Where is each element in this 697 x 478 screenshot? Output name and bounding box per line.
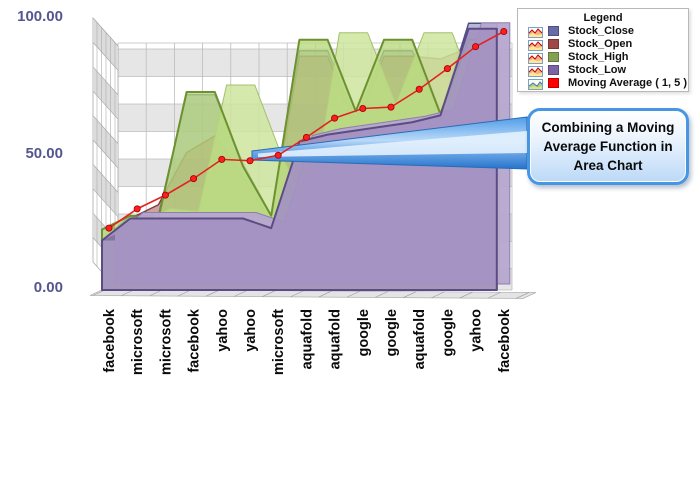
moving-average-point xyxy=(387,103,395,111)
x-axis-labels: facebook microsoft microsoft facebook yahoo y… xyxy=(102,308,513,375)
legend-rows: Stock_Close Stock_Open Stock_High Stock_Low… xyxy=(518,24,688,90)
moving-average-point xyxy=(415,85,423,93)
x-category-label: facebook xyxy=(187,308,203,373)
moving-average-point xyxy=(161,191,169,199)
floor-tick xyxy=(290,290,304,298)
moving-average-point xyxy=(190,175,198,183)
moving-average-point xyxy=(133,205,141,213)
floor-tick xyxy=(487,291,501,299)
beam-highlight xyxy=(258,131,527,157)
moving-average-line xyxy=(105,27,508,232)
moving-average-point xyxy=(302,133,310,141)
floor-tick xyxy=(374,291,389,298)
x-category-label: google xyxy=(384,309,400,357)
x-category-label: yahoo xyxy=(243,309,259,352)
area-chart-icon xyxy=(528,38,543,51)
floor-tick xyxy=(403,291,417,298)
area-chart-icon xyxy=(528,25,543,38)
floor-tick xyxy=(459,291,473,299)
y-tick-label: 100.00 xyxy=(17,8,63,25)
x-category-label: yahoo xyxy=(215,309,231,352)
legend-item-label: Stock_Open xyxy=(568,37,633,50)
legend-swatch xyxy=(548,77,559,88)
left-wall-band xyxy=(93,164,118,217)
annotation-text: Combining a Moving Average Function in A… xyxy=(541,120,675,173)
area-left-bevel xyxy=(102,234,115,241)
legend-item: Stock_Close xyxy=(518,24,688,38)
x-category-label: microsoft xyxy=(271,309,287,375)
moving-average-point xyxy=(246,157,254,165)
moving-average-point xyxy=(331,114,339,122)
moving-average-point xyxy=(274,151,282,159)
moving-average-point xyxy=(218,155,226,163)
legend-item: Moving Average ( 1, 5 ) xyxy=(518,76,688,90)
area-chart-icon xyxy=(528,51,543,64)
legend-item-label: Stock_Close xyxy=(568,24,635,37)
y-tick-label: 50.00 xyxy=(25,145,63,162)
floor-tick xyxy=(262,290,276,297)
x-category-label: microsoft xyxy=(158,309,174,375)
floor-tick xyxy=(233,290,248,297)
legend-item: Stock_Low xyxy=(518,63,688,77)
x-category-label: aquafold xyxy=(328,309,344,369)
floor xyxy=(89,289,537,299)
legend-item: Stock_Open xyxy=(518,37,688,51)
floor-tick xyxy=(431,291,445,299)
left-wall-band xyxy=(93,66,118,120)
floor-tick xyxy=(515,292,530,299)
x-category-label: microsoft xyxy=(130,309,146,375)
legend-item-label: Moving Average ( 1, 5 ) xyxy=(568,76,687,89)
legend-item-label: Stock_Low xyxy=(568,63,627,76)
x-category-label: aquafold xyxy=(412,309,428,369)
y-axis-labels: 100.00 50.00 0.00 xyxy=(17,8,63,296)
legend-swatch xyxy=(548,64,559,75)
annotation-callout: Combining a Moving Average Function in A… xyxy=(527,108,689,185)
floor-tick xyxy=(318,290,332,298)
y-tick-label: 0.00 xyxy=(34,279,63,296)
legend: Legend Stock_Close Stock_Open Stock_High St… xyxy=(517,8,689,92)
left-wall-band xyxy=(93,115,118,168)
legend-swatch xyxy=(548,38,559,49)
x-category-label: aquafold xyxy=(299,309,315,369)
x-category-label: google xyxy=(356,309,372,357)
legend-title: Legend xyxy=(583,12,623,24)
floor-tick xyxy=(346,291,360,298)
moving-average-point xyxy=(105,224,113,232)
moving-average-point xyxy=(359,105,367,113)
floor-tick xyxy=(205,290,219,297)
legend-swatch xyxy=(548,25,559,36)
moving-average-icon xyxy=(528,77,543,90)
area-chart-icon xyxy=(528,64,543,77)
moving-average-point xyxy=(443,65,451,73)
x-category-label: facebook xyxy=(102,308,118,373)
floor-tick xyxy=(177,289,191,297)
moving-average-point xyxy=(500,27,508,35)
moving-average-point xyxy=(472,43,480,51)
x-category-label: facebook xyxy=(497,308,513,373)
legend-swatch xyxy=(548,51,559,62)
x-category-label: google xyxy=(440,309,456,357)
legend-item-label: Stock_High xyxy=(568,50,629,63)
legend-item: Stock_High xyxy=(518,50,688,64)
x-category-label: yahoo xyxy=(469,309,485,352)
left-wall-band xyxy=(93,18,118,71)
